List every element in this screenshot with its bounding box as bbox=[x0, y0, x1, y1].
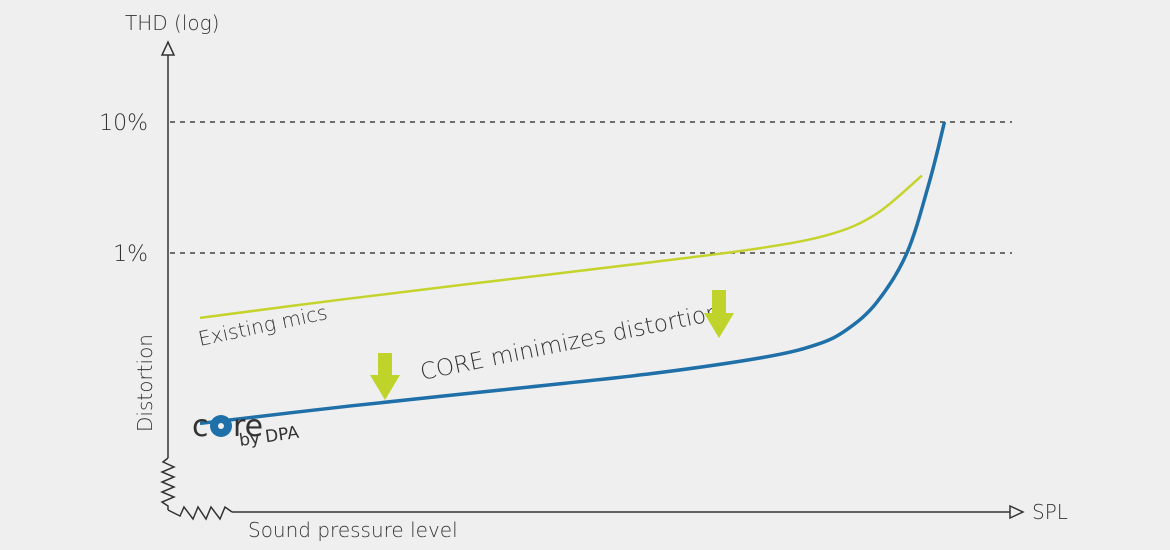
annotation-text: CORE minimizes distortion bbox=[418, 299, 723, 385]
logo-letter-c: c bbox=[192, 409, 209, 444]
core-logo: c re by DPA bbox=[192, 409, 301, 451]
logo-letters-re: re bbox=[233, 409, 263, 444]
series-label-existing-mics: Existing mics bbox=[196, 300, 329, 351]
down-arrow-icon bbox=[704, 290, 734, 338]
x-axis-arrow bbox=[1009, 504, 1025, 520]
axes bbox=[160, 40, 1025, 521]
x-axis-label: SPL bbox=[1032, 500, 1068, 524]
series-line-core bbox=[199, 121, 947, 426]
y-axis-arrow bbox=[160, 40, 176, 56]
y-axis-break bbox=[160, 457, 176, 510]
y-axis-side-label: Distortion bbox=[133, 334, 157, 432]
x-axis-break bbox=[167, 505, 233, 521]
y-tick-label-1pct: 1% bbox=[113, 242, 148, 267]
record-icon bbox=[210, 415, 232, 437]
y-axis-label: THD (log) bbox=[125, 11, 219, 35]
x-axis-side-label: Sound pressure level bbox=[248, 518, 458, 542]
y-tick-label-10pct: 10% bbox=[99, 111, 148, 136]
series-line-existing-mics bbox=[199, 174, 923, 320]
down-arrow-icon bbox=[370, 353, 400, 400]
